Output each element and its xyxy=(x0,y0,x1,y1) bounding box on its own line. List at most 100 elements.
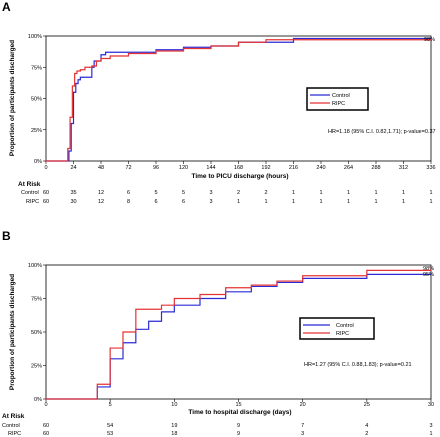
panel-a-x-tick-label: 240 xyxy=(316,165,325,171)
panel-b: B 0% 25% 50% 75% 100% 0 5 10 15 20 25 30 Time to h… xyxy=(2,229,434,437)
panel-a-y-ticks: 0% 25% 50% 75% 100% xyxy=(28,34,46,165)
panel-b-atrisk-ripc-value: 1 xyxy=(429,431,432,437)
panel-a-atrisk-ripc-value: 1 xyxy=(319,199,322,205)
panel-b-hr-text: HR=1.27 (95% C.I. 0.88,1.83); p-value=0.… xyxy=(304,362,412,368)
panel-b-atrisk-ripc-label: RIPC xyxy=(8,431,21,437)
panel-b-y-tick-label: 25% xyxy=(31,364,42,370)
panel-a-x-tick-label: 216 xyxy=(289,165,298,171)
panel-b-end-label-control: 95% xyxy=(423,272,434,278)
panel-a-atrisk-ripc-value: 1 xyxy=(374,199,377,205)
panel-b-y-tick-label: 100% xyxy=(28,263,42,269)
panel-a-atrisk-ripc-value: 6 xyxy=(154,199,157,205)
panel-a-x-tick-label: 336 xyxy=(426,165,435,171)
panel-a-atrisk-ripc-value: 1 xyxy=(429,199,432,205)
panel-a-atrisk-control-value: 1 xyxy=(347,190,350,196)
panel-a-atrisk-ripc-value: 60 xyxy=(43,199,49,205)
panel-a-x-tick-label: 264 xyxy=(344,165,353,171)
panel-b-x-tick-label: 20 xyxy=(300,402,306,408)
panel-a-series xyxy=(46,37,432,162)
panel-a-y-tick-label: 50% xyxy=(31,97,42,103)
panel-b-x-tick-label: 30 xyxy=(428,402,434,408)
panel-a-y-tick-label: 100% xyxy=(28,34,42,40)
panel-a-atrisk-ripc-value: 1 xyxy=(347,199,350,205)
panel-b-atrisk-ripc-value: 60 xyxy=(43,431,49,437)
panel-a-atrisk-control-value: 35 xyxy=(70,190,76,196)
panel-b-x-tick-label: 15 xyxy=(235,402,241,408)
panel-b-atrisk-control-value: 54 xyxy=(107,423,113,429)
panel-b-end-label-ripc: 98% xyxy=(423,266,434,272)
panel-b-atrisk-control-value: 3 xyxy=(429,423,432,429)
panel-a-y-tick-label: 25% xyxy=(31,128,42,134)
panel-b-atrisk-values: 60 54 19 9 7 4 3 60 53 18 9 3 2 1 xyxy=(43,423,433,437)
panel-a-hr-text: HR=1.18 (95% C.I. 0.82,1.71); p-value=0.… xyxy=(328,129,436,135)
panel-b-legend-ripc: RIPC xyxy=(336,331,349,337)
panel-a-atrisk-ripc-label: RIPC xyxy=(26,199,39,205)
panel-a-atrisk-ripc-value: 1 xyxy=(264,199,267,205)
panel-a-atrisk-ripc-value: 12 xyxy=(98,199,104,205)
panel-b-legend: Control RIPC xyxy=(299,317,375,340)
panel-a-atrisk-control-value: 2 xyxy=(237,190,240,196)
panel-a-atrisk-control-value: 5 xyxy=(182,190,185,196)
panel-a-series-control xyxy=(46,37,431,162)
panel-a-y-tick-label: 0% xyxy=(34,159,42,165)
panel-b-x-label: Time to hospital discharge (days) xyxy=(188,409,291,416)
panel-a-x-tick-label: 168 xyxy=(234,165,243,171)
panel-a-atrisk-ripc-value: 3 xyxy=(209,199,212,205)
panel-a-atrisk-ripc-value: 1 xyxy=(292,199,295,205)
panel-a-x-tick-label: 192 xyxy=(261,165,270,171)
panel-b-atrisk-control-value: 7 xyxy=(301,423,304,429)
panel-a-x-tick-label: 144 xyxy=(206,165,215,171)
panel-b-atrisk-ripc-value: 53 xyxy=(107,431,113,437)
panel-b-x-tick-label: 0 xyxy=(44,402,47,408)
panel-a-x-tick-label: 312 xyxy=(399,165,408,171)
panel-a-atrisk-values: 60 35 12 6 5 5 3 2 2 1 1 1 1 1 1 60 30 12 8 6 6 3 1 1 1 1 1 1 1 1 xyxy=(43,190,433,205)
panel-a-x-ticks: 0 24 48 72 96 120 144 168 192 216 240 264 288 312 336 xyxy=(44,161,436,171)
panel-a-atrisk-control-value: 1 xyxy=(292,190,295,196)
panel-a-x-tick-label: 24 xyxy=(70,165,76,171)
panel-a-x-tick-label: 0 xyxy=(44,165,47,171)
panel-b-atrisk-control-value: 19 xyxy=(171,423,177,429)
panel-a-atrisk-ripc-value: 8 xyxy=(127,199,130,205)
panel-a-atrisk-control-value: 2 xyxy=(264,190,267,196)
panel-a-x-tick-label: 120 xyxy=(179,165,188,171)
panel-b-x-ticks: 0 5 10 15 20 25 30 xyxy=(44,399,434,408)
panel-b-y-tick-label: 50% xyxy=(31,330,42,336)
panel-b-x-tick-label: 25 xyxy=(364,402,370,408)
panel-b-atrisk-control-value: 4 xyxy=(365,423,368,429)
panel-b-y-ticks: 0% 25% 50% 75% 100% xyxy=(28,263,46,403)
panel-a-atrisk-control-value: 60 xyxy=(43,190,49,196)
panel-a-atrisk-ripc-value: 1 xyxy=(237,199,240,205)
panel-a-atrisk-control-label: Control xyxy=(21,190,39,196)
panel-b-x-tick-label: 10 xyxy=(171,402,177,408)
panel-a-legend-control: Control xyxy=(332,93,350,99)
panel-b-atrisk-ripc-value: 18 xyxy=(171,431,177,437)
panel-a-atrisk-control-value: 1 xyxy=(402,190,405,196)
panel-a-x-tick-label: 96 xyxy=(153,165,159,171)
panel-a-end-label: 98% xyxy=(424,37,435,43)
panel-a-x-tick-label: 288 xyxy=(371,165,380,171)
panel-a-atrisk-control-value: 1 xyxy=(429,190,432,196)
panel-a-atrisk-ripc-value: 1 xyxy=(402,199,405,205)
panel-b-atrisk-control-value: 60 xyxy=(43,423,49,429)
panel-a-atrisk-control-value: 3 xyxy=(209,190,212,196)
panel-b-atrisk-ripc-value: 9 xyxy=(237,431,240,437)
panel-a-legend: Control RIPC xyxy=(306,87,369,111)
panel-b-series-ripc xyxy=(46,267,432,400)
panel-a-x-tick-label: 72 xyxy=(125,165,131,171)
panel-a-y-tick-label: 75% xyxy=(31,65,42,71)
panel-b-legend-control: Control xyxy=(336,323,354,329)
panel-a-atrisk-control-value: 1 xyxy=(319,190,322,196)
panel-b-y-tick-label: 75% xyxy=(31,297,42,303)
panel-b-y-tick-label: 0% xyxy=(34,397,42,403)
panel-a-atrisk-title: At Risk xyxy=(18,181,41,188)
panel-a-atrisk-control-value: 6 xyxy=(127,190,130,196)
panel-b-atrisk-title: At Risk xyxy=(2,413,25,420)
panel-b-letter: B xyxy=(2,229,11,243)
panel-a-x-tick-label: 48 xyxy=(98,165,104,171)
panel-a-y-label: Proportion of participants discharged xyxy=(9,40,16,156)
panel-a: A 0%25%50%75%100% 0 24 48 72 96 120 144 168 192 2… xyxy=(2,0,436,205)
panel-a-atrisk-ripc-value: 30 xyxy=(70,199,76,205)
panel-b-atrisk-control-label: Control xyxy=(2,423,20,429)
panel-b-atrisk-ripc-value: 2 xyxy=(365,431,368,437)
panel-b-x-tick-label: 5 xyxy=(109,402,112,408)
